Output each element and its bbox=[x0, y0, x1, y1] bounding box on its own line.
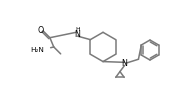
Text: N: N bbox=[122, 59, 127, 68]
Text: N: N bbox=[75, 30, 81, 39]
Text: H: H bbox=[75, 26, 80, 32]
Text: H₂N: H₂N bbox=[30, 47, 44, 53]
Text: O: O bbox=[37, 26, 43, 35]
